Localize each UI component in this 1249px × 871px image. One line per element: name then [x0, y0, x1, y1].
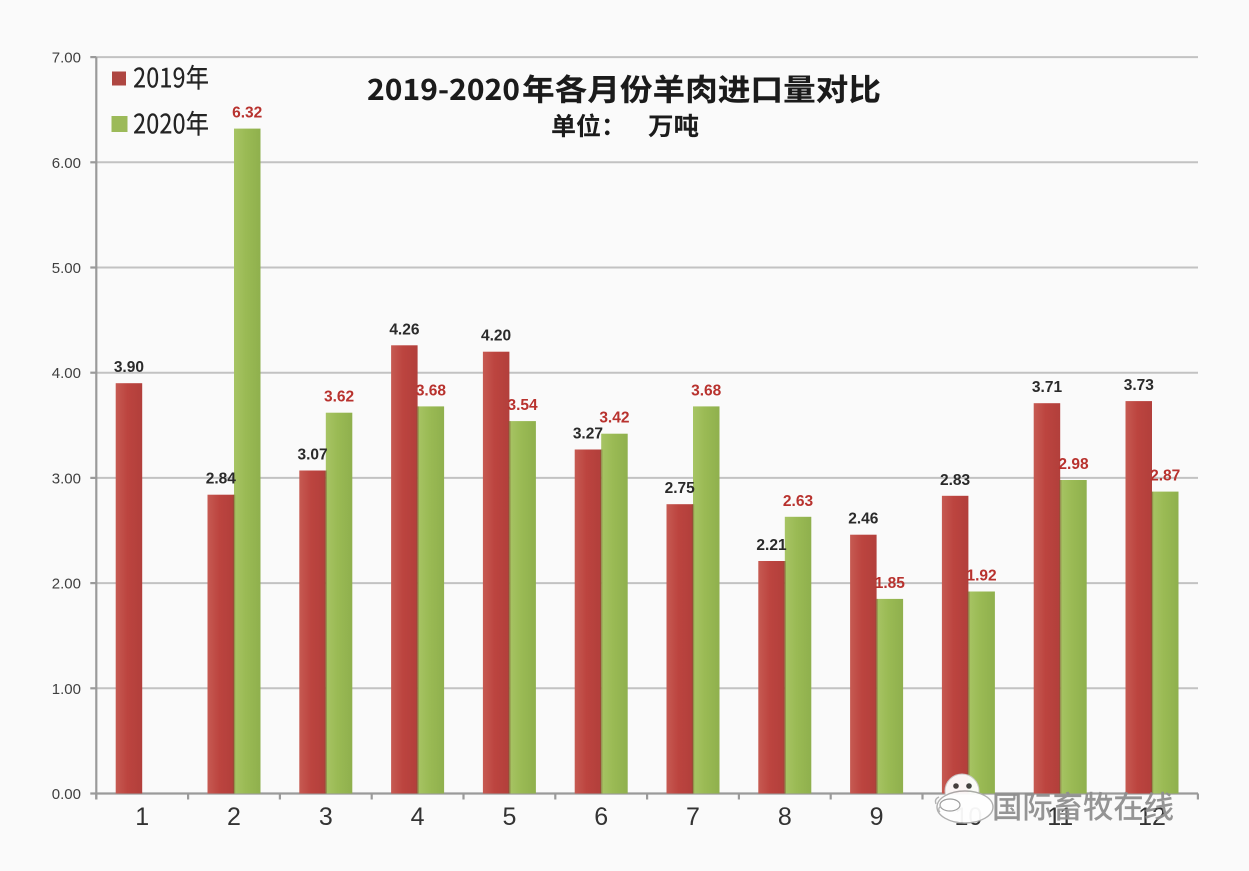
svg-text:5: 5: [502, 803, 516, 831]
svg-text:3.54: 3.54: [508, 397, 539, 414]
svg-text:6.32: 6.32: [232, 105, 262, 122]
svg-text:6.00: 6.00: [52, 155, 81, 172]
svg-text:1: 1: [135, 803, 149, 831]
svg-text:4.26: 4.26: [389, 321, 420, 338]
svg-text:3.00: 3.00: [52, 470, 81, 487]
svg-text:3.90: 3.90: [114, 359, 144, 376]
svg-text:4.00: 4.00: [52, 365, 81, 382]
svg-text:4.20: 4.20: [481, 328, 511, 345]
svg-text:0.00: 0.00: [52, 786, 81, 803]
svg-text:6: 6: [594, 803, 608, 831]
svg-text:1.92: 1.92: [967, 568, 997, 585]
svg-text:2.98: 2.98: [1058, 456, 1089, 473]
svg-text:2.63: 2.63: [783, 493, 814, 510]
svg-text:3.62: 3.62: [324, 389, 354, 406]
svg-text:5.00: 5.00: [52, 260, 81, 277]
svg-text:2.83: 2.83: [940, 472, 971, 489]
svg-text:3.07: 3.07: [298, 447, 328, 464]
svg-text:1.85: 1.85: [875, 575, 906, 592]
svg-text:3.68: 3.68: [691, 382, 722, 399]
svg-text:2: 2: [227, 803, 241, 831]
svg-text:3.68: 3.68: [416, 382, 447, 399]
svg-text:3.71: 3.71: [1032, 379, 1063, 396]
svg-text:3: 3: [319, 803, 333, 831]
svg-text:3.42: 3.42: [599, 410, 629, 427]
svg-text:1.00: 1.00: [52, 681, 81, 698]
svg-text:9: 9: [870, 803, 884, 831]
svg-text:2.21: 2.21: [756, 537, 787, 554]
svg-text:2.87: 2.87: [1150, 468, 1180, 485]
svg-text:8: 8: [778, 803, 792, 831]
svg-text:7: 7: [686, 803, 700, 831]
svg-text:2.75: 2.75: [665, 480, 696, 497]
svg-text:3.27: 3.27: [573, 426, 603, 443]
svg-text:2.84: 2.84: [206, 471, 237, 488]
svg-text:4: 4: [411, 803, 425, 831]
svg-text:2.46: 2.46: [848, 511, 879, 528]
svg-text:7.00: 7.00: [52, 50, 81, 67]
svg-text:3.73: 3.73: [1124, 377, 1155, 394]
svg-text:2.00: 2.00: [52, 576, 81, 593]
